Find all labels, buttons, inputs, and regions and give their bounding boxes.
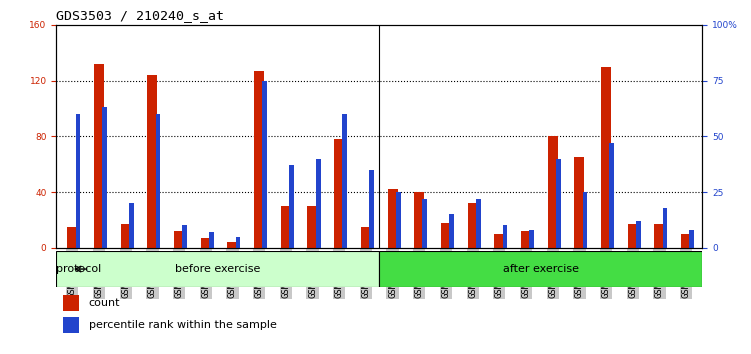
Bar [63,295,79,311]
Bar [182,225,187,248]
Bar [476,199,481,248]
Bar [494,234,505,248]
Bar [155,114,161,248]
Bar [379,251,702,287]
Bar [369,170,374,248]
Text: percentile rank within the sample: percentile rank within the sample [89,320,276,330]
Bar [315,159,321,248]
Bar [209,232,214,248]
Bar [121,224,131,248]
Bar [689,230,694,248]
Bar [502,225,508,248]
Bar [76,114,80,248]
Bar [262,80,267,248]
Text: after exercise: after exercise [502,264,579,274]
Bar [547,136,558,248]
Bar [201,238,211,248]
Bar [342,114,347,248]
Bar [575,157,584,248]
Bar [449,214,454,248]
Bar [56,251,379,287]
Bar [529,230,534,248]
Bar [681,234,691,248]
Bar [396,192,400,248]
Bar [63,316,79,333]
Bar [129,203,134,248]
Text: count: count [89,298,120,308]
Bar [147,75,158,248]
Bar [609,143,614,248]
Bar [654,224,665,248]
Bar [468,203,478,248]
Bar [228,242,237,248]
Text: GDS3503 / 210240_s_at: GDS3503 / 210240_s_at [56,9,225,22]
Bar [636,221,641,248]
Bar [628,224,638,248]
Bar [583,192,587,248]
Bar [662,208,668,248]
Bar [556,159,561,248]
Bar [102,107,107,248]
Bar [236,236,240,248]
Bar [388,189,398,248]
Bar [360,227,371,248]
Text: before exercise: before exercise [175,264,261,274]
Bar [281,206,291,248]
Bar [68,227,77,248]
Bar [415,192,424,248]
Bar [441,223,451,248]
Bar [289,165,294,248]
Bar [94,64,104,248]
Bar [423,199,427,248]
Text: protocol: protocol [56,264,101,274]
Bar [254,71,264,248]
Bar [601,67,611,248]
Bar [334,139,344,248]
Bar [174,231,184,248]
Bar [307,206,318,248]
Bar [521,231,531,248]
